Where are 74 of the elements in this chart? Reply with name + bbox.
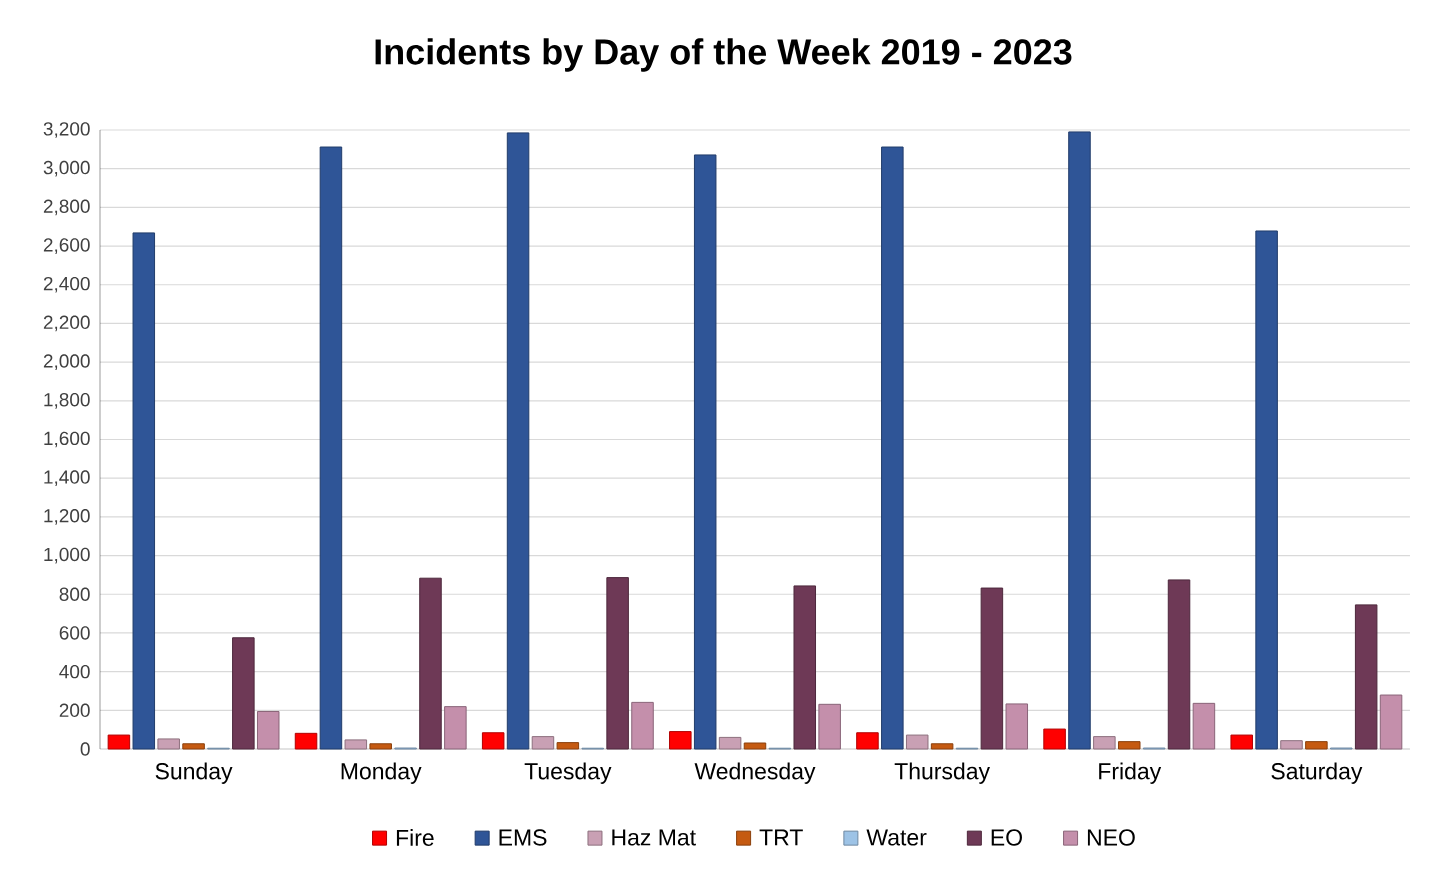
y-tick-label: 800 [59,587,90,601]
y-tick-label: 2,600 [43,238,90,254]
bar [856,732,879,750]
bar [1068,131,1091,750]
bar [1117,741,1141,750]
legend-label: NEO [1087,829,1135,846]
bar [669,731,692,750]
bar [294,732,318,750]
y-tick-label: 2,200 [43,315,90,332]
y-tick-label: 2,400 [43,276,90,293]
bar [369,743,392,750]
bar [444,706,467,750]
y-tick-label: 200 [59,703,90,718]
bar [481,732,505,750]
bar [319,146,343,750]
bar [1280,740,1303,750]
x-tick-label: Monday [341,762,422,784]
x-tick-label: Friday [1099,762,1162,784]
bar [718,736,742,750]
y-tick-label: 3,200 [43,122,90,138]
bar [1354,604,1378,750]
y-tick-label: 1,800 [44,392,90,409]
y-tick-label: 3,000 [43,160,90,177]
bar [1005,703,1029,750]
bar [232,637,255,750]
bar [743,742,767,750]
x-tick-label: Wednesday [694,762,816,784]
legend-label: TRT [759,829,803,846]
y-tick-label: 1,600 [44,431,90,448]
bar [1167,579,1191,750]
bar [1192,702,1216,750]
bar [1093,736,1116,750]
y-tick-label: 2,000 [43,354,90,370]
bar [881,146,904,750]
x-tick-label: Saturday [1271,762,1363,784]
bar [631,701,654,750]
bar [606,577,629,750]
x-tick-label: Thursday [894,762,990,784]
y-tick-label: 2,800 [43,199,90,216]
bar [818,703,841,750]
bar [793,585,817,750]
legend-label: EMS [499,829,547,846]
legend-label: Water [866,829,927,846]
bar [344,739,368,750]
legend-label: Haz Mat [612,829,696,846]
bar [556,742,580,750]
bar [107,734,131,750]
bar [419,577,442,750]
bar [157,738,180,750]
bar [1255,230,1278,750]
bar [980,587,1004,750]
y-tick-label: 400 [59,664,90,679]
x-tick-label: Tuesday [524,762,612,784]
legend-label: EO [991,829,1022,846]
x-tick-label: Sunday [155,762,233,784]
bar [506,132,530,750]
bar [132,232,156,750]
bar [905,734,929,750]
bar [256,710,280,750]
bar [182,743,205,750]
bar [1043,728,1066,750]
bar [531,736,555,750]
bar [1305,741,1328,750]
y-tick-label: 1,200 [44,509,90,525]
y-tick-label: 1,000 [44,547,90,564]
y-tick-label: 600 [59,626,90,640]
legend-label: Fire [396,829,434,846]
bar [1379,694,1403,750]
bar [693,154,717,750]
y-tick-label: 0 [80,742,90,756]
bar [1230,734,1253,750]
chart-title: Incidents by Day of the Week 2019 - 2023 [375,38,1072,72]
bar [930,743,954,750]
y-tick-label: 1,400 [44,470,90,487]
